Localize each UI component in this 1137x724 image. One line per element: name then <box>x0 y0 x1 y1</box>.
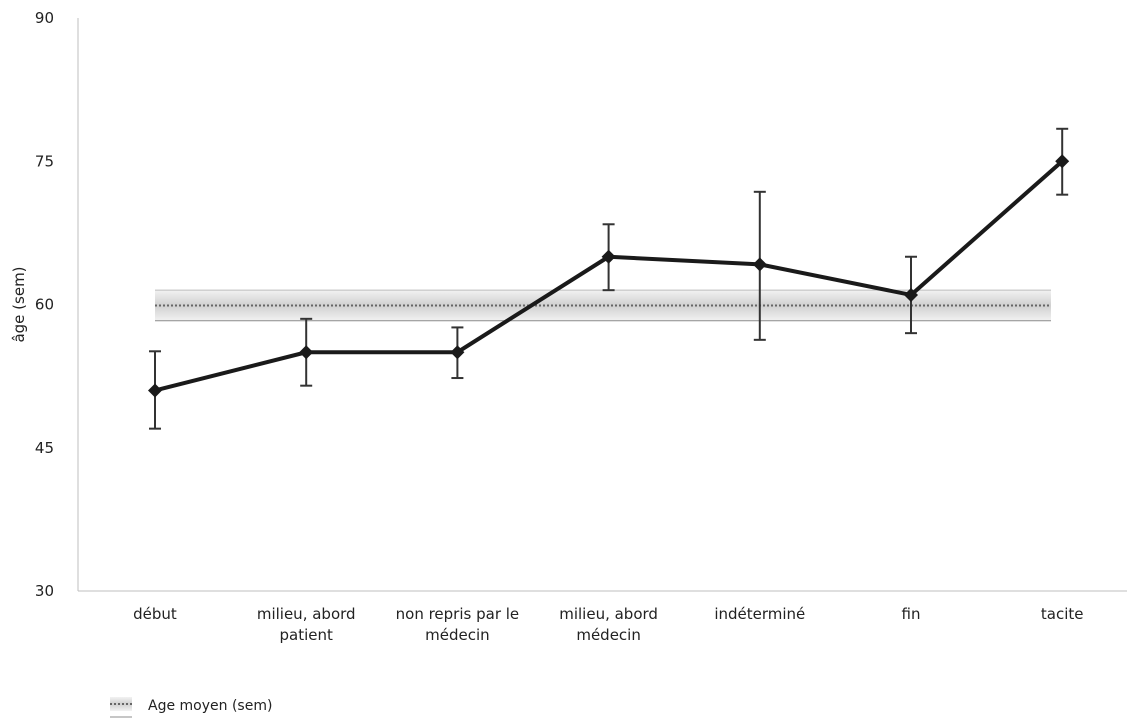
x-category-label-line: tacite <box>1041 605 1084 623</box>
axis-labels: 30 45 60 75 90 âge (sem) début milieu, abord pat… <box>10 9 1084 644</box>
y-tick-label: 90 <box>35 9 54 27</box>
data-point-marker <box>752 257 767 272</box>
data-point-marker <box>904 287 918 302</box>
legend: Age moyen (sem) <box>110 697 272 718</box>
data-series <box>148 127 1070 430</box>
data-point-marker <box>148 383 162 398</box>
axes <box>77 18 1127 592</box>
x-category-label-line: patient <box>280 626 333 644</box>
x-category-label: début <box>133 605 177 623</box>
x-category-label-line: indéterminé <box>714 605 805 623</box>
x-category-label: indéterminé <box>714 605 805 623</box>
x-category-label-line: fin <box>902 605 921 623</box>
data-point-marker <box>601 249 616 264</box>
x-category-label-line: milieu, abord <box>559 605 658 623</box>
x-category-label-line: médecin <box>425 626 490 644</box>
x-category-label: milieu, abord patient <box>257 605 356 644</box>
y-tick-label: 45 <box>35 439 54 457</box>
x-category-label-line: médecin <box>576 626 641 644</box>
x-category-label: fin <box>902 605 921 623</box>
y-tick-label: 30 <box>35 582 54 600</box>
x-category-label-line: milieu, abord <box>257 605 356 623</box>
y-tick-label: 60 <box>35 296 54 314</box>
x-category-label: milieu, abord médecin <box>559 605 658 644</box>
legend-band-swatch <box>110 697 132 711</box>
x-category-label: tacite <box>1041 605 1084 623</box>
x-category-label-line: non repris par le <box>396 605 520 623</box>
data-point-marker <box>450 345 465 360</box>
y-tick-label: 75 <box>35 152 54 170</box>
reference-band-layer <box>155 289 1051 322</box>
data-point-marker <box>299 345 314 360</box>
x-category-label-line: début <box>133 605 177 623</box>
data-point-marker <box>1055 154 1070 169</box>
x-category-label: non repris par le médecin <box>396 605 520 644</box>
legend-label: Age moyen (sem) <box>148 698 272 714</box>
y-axis-title: âge (sem) <box>10 266 28 342</box>
